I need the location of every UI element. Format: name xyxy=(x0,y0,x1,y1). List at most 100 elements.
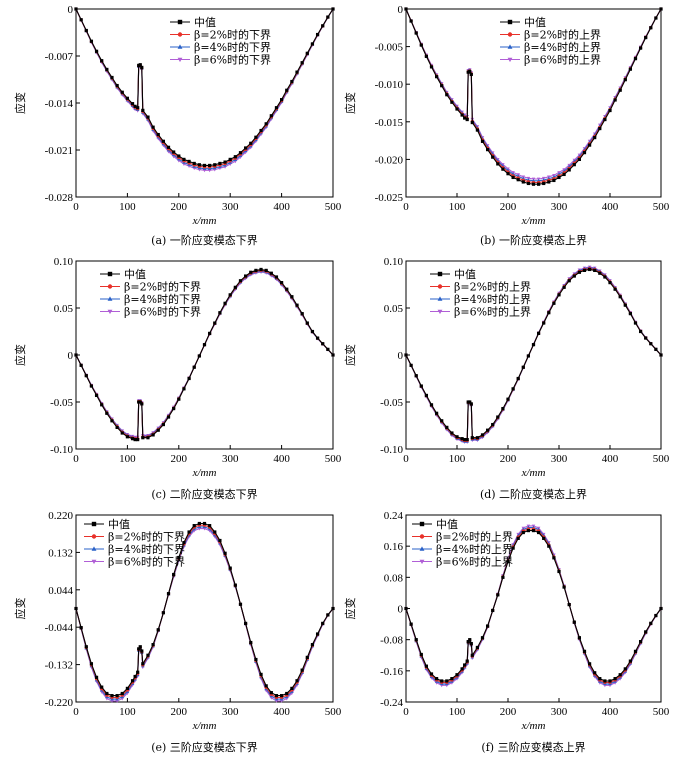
data-point xyxy=(300,668,304,672)
data-point xyxy=(228,293,232,297)
data-point xyxy=(603,679,607,683)
data-point xyxy=(470,120,474,125)
data-point xyxy=(223,301,227,305)
series-2 xyxy=(404,267,663,443)
legend-marker xyxy=(437,284,443,289)
series-line xyxy=(405,268,662,441)
data-point xyxy=(315,632,320,636)
data-point xyxy=(506,560,510,564)
data-point xyxy=(511,175,515,180)
data-point xyxy=(567,168,571,172)
data-point xyxy=(613,98,617,102)
data-point xyxy=(274,106,279,110)
panel-caption: (a) 一阶应变模态下界 xyxy=(151,233,258,247)
legend-marker xyxy=(91,546,97,551)
x-tick-label: 300 xyxy=(551,706,568,718)
series-line xyxy=(405,266,662,443)
data-point xyxy=(465,438,469,442)
legend-marker xyxy=(107,296,113,301)
data-point xyxy=(94,675,99,679)
data-point xyxy=(274,275,279,279)
legend-marker xyxy=(91,521,97,527)
x-tick-label: 300 xyxy=(222,706,239,718)
data-point xyxy=(137,647,141,651)
data-point xyxy=(146,653,150,657)
data-point xyxy=(233,285,237,289)
y-tick-label: 0.220 xyxy=(48,510,73,522)
plot-frame xyxy=(405,8,662,198)
data-point xyxy=(105,411,109,415)
data-point xyxy=(547,311,551,315)
legend-marker xyxy=(437,296,443,301)
y-tick-label: 0.05 xyxy=(54,303,74,315)
y-tick-label: -0.05 xyxy=(380,397,403,409)
chart-panel-2: 0 100 200 300 400 500 -0.025 -0.020 -0.015 -0.010… xyxy=(343,4,670,247)
data-point xyxy=(187,530,191,534)
data-point xyxy=(146,436,150,440)
data-point xyxy=(588,143,592,147)
data-point xyxy=(633,321,638,325)
y-tick-label: -0.220 xyxy=(45,697,74,709)
panel-caption: (b) 一阶应变模态上界 xyxy=(480,233,587,247)
data-point xyxy=(429,403,434,407)
legend-entry: 中值 xyxy=(124,268,146,281)
data-point xyxy=(463,663,467,667)
data-point xyxy=(133,674,137,679)
data-point xyxy=(138,63,142,67)
data-point xyxy=(603,117,607,122)
data-point xyxy=(105,67,109,72)
x-axis-label: x/mm xyxy=(521,215,546,227)
data-point xyxy=(120,431,124,435)
data-point xyxy=(409,19,413,23)
x-tick-label: 0 xyxy=(403,201,409,213)
data-point xyxy=(74,606,78,611)
data-point xyxy=(623,667,627,671)
x-axis-label: x/mm xyxy=(192,215,217,227)
data-point xyxy=(238,602,243,606)
data-point xyxy=(463,438,467,442)
data-point xyxy=(285,88,289,92)
data-point xyxy=(419,384,423,388)
legend-entry: β=6%时的下界 xyxy=(194,53,271,67)
x-tick-label: 200 xyxy=(500,201,517,213)
data-point xyxy=(501,167,505,171)
data-point xyxy=(295,679,299,683)
data-point xyxy=(133,104,137,108)
data-point xyxy=(623,303,627,307)
y-tick-label: -0.05 xyxy=(50,397,73,409)
data-point xyxy=(295,303,299,307)
data-point xyxy=(285,287,289,291)
data-point xyxy=(280,98,284,102)
data-point xyxy=(542,536,546,540)
x-tick-label: 100 xyxy=(119,706,136,718)
data-point xyxy=(218,311,222,315)
data-point xyxy=(280,694,284,698)
x-tick-label: 200 xyxy=(171,201,188,213)
data-point xyxy=(501,575,505,579)
x-tick-label: 500 xyxy=(653,453,670,465)
chart-panel-5: 0 100 200 300 400 500 -0.220 -0.132 -0.044 0.044 0… xyxy=(13,510,342,754)
series-1 xyxy=(404,7,663,186)
data-point xyxy=(501,406,505,411)
data-point xyxy=(274,694,279,698)
y-axis-label: 应变 xyxy=(343,92,357,114)
x-tick-label: 200 xyxy=(171,706,188,718)
data-point xyxy=(264,684,268,688)
legend-entry: β=4%时的下界 xyxy=(194,40,271,54)
series-4 xyxy=(404,265,663,445)
data-point xyxy=(285,691,289,696)
data-point xyxy=(146,115,150,119)
data-point xyxy=(125,686,129,690)
data-point xyxy=(491,155,495,159)
x-tick-label: 100 xyxy=(449,706,466,718)
data-point xyxy=(496,593,500,597)
data-point xyxy=(228,566,232,570)
data-point xyxy=(110,419,114,423)
data-point xyxy=(84,645,88,649)
data-point xyxy=(414,374,418,378)
data-point xyxy=(562,172,566,177)
data-point xyxy=(526,181,530,186)
